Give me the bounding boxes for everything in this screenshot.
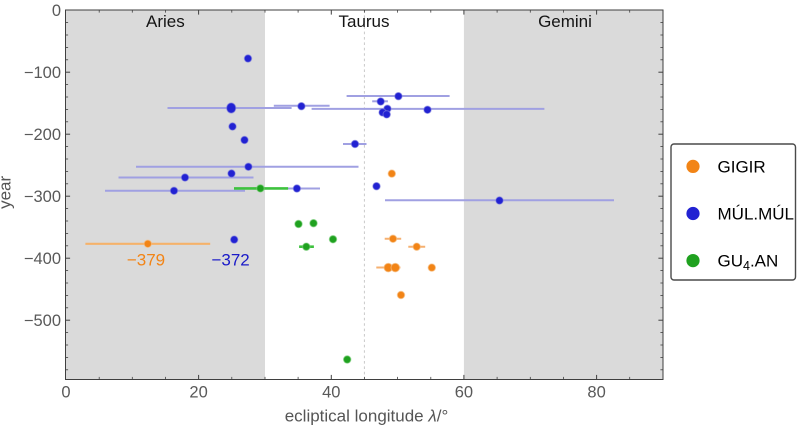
svg-text:−400: −400 [24,250,61,268]
svg-text:GIGIR: GIGIR [718,158,766,177]
svg-text:80: 80 [587,384,605,402]
svg-text:40: 40 [322,384,340,402]
svg-text:GU4.AN: GU4.AN [718,252,779,274]
svg-text:−379: −379 [127,251,165,270]
svg-text:Taurus: Taurus [338,12,389,31]
svg-text:−500: −500 [24,312,61,330]
svg-text:year: year [0,176,15,209]
svg-text:−300: −300 [24,188,61,206]
svg-text:60: 60 [455,384,473,402]
svg-text:−200: −200 [24,126,61,144]
svg-text:0: 0 [52,2,61,20]
svg-text:−372: −372 [211,251,249,270]
svg-text:Gemini: Gemini [538,12,592,31]
svg-text:20: 20 [189,384,207,402]
svg-text:Aries: Aries [146,12,185,31]
svg-text:ecliptical longitude λ/°: ecliptical longitude λ/° [285,407,449,426]
svg-text:MÚL.MÚL: MÚL.MÚL [718,205,795,224]
svg-text:−100: −100 [24,64,61,82]
svg-text:0: 0 [61,384,70,402]
